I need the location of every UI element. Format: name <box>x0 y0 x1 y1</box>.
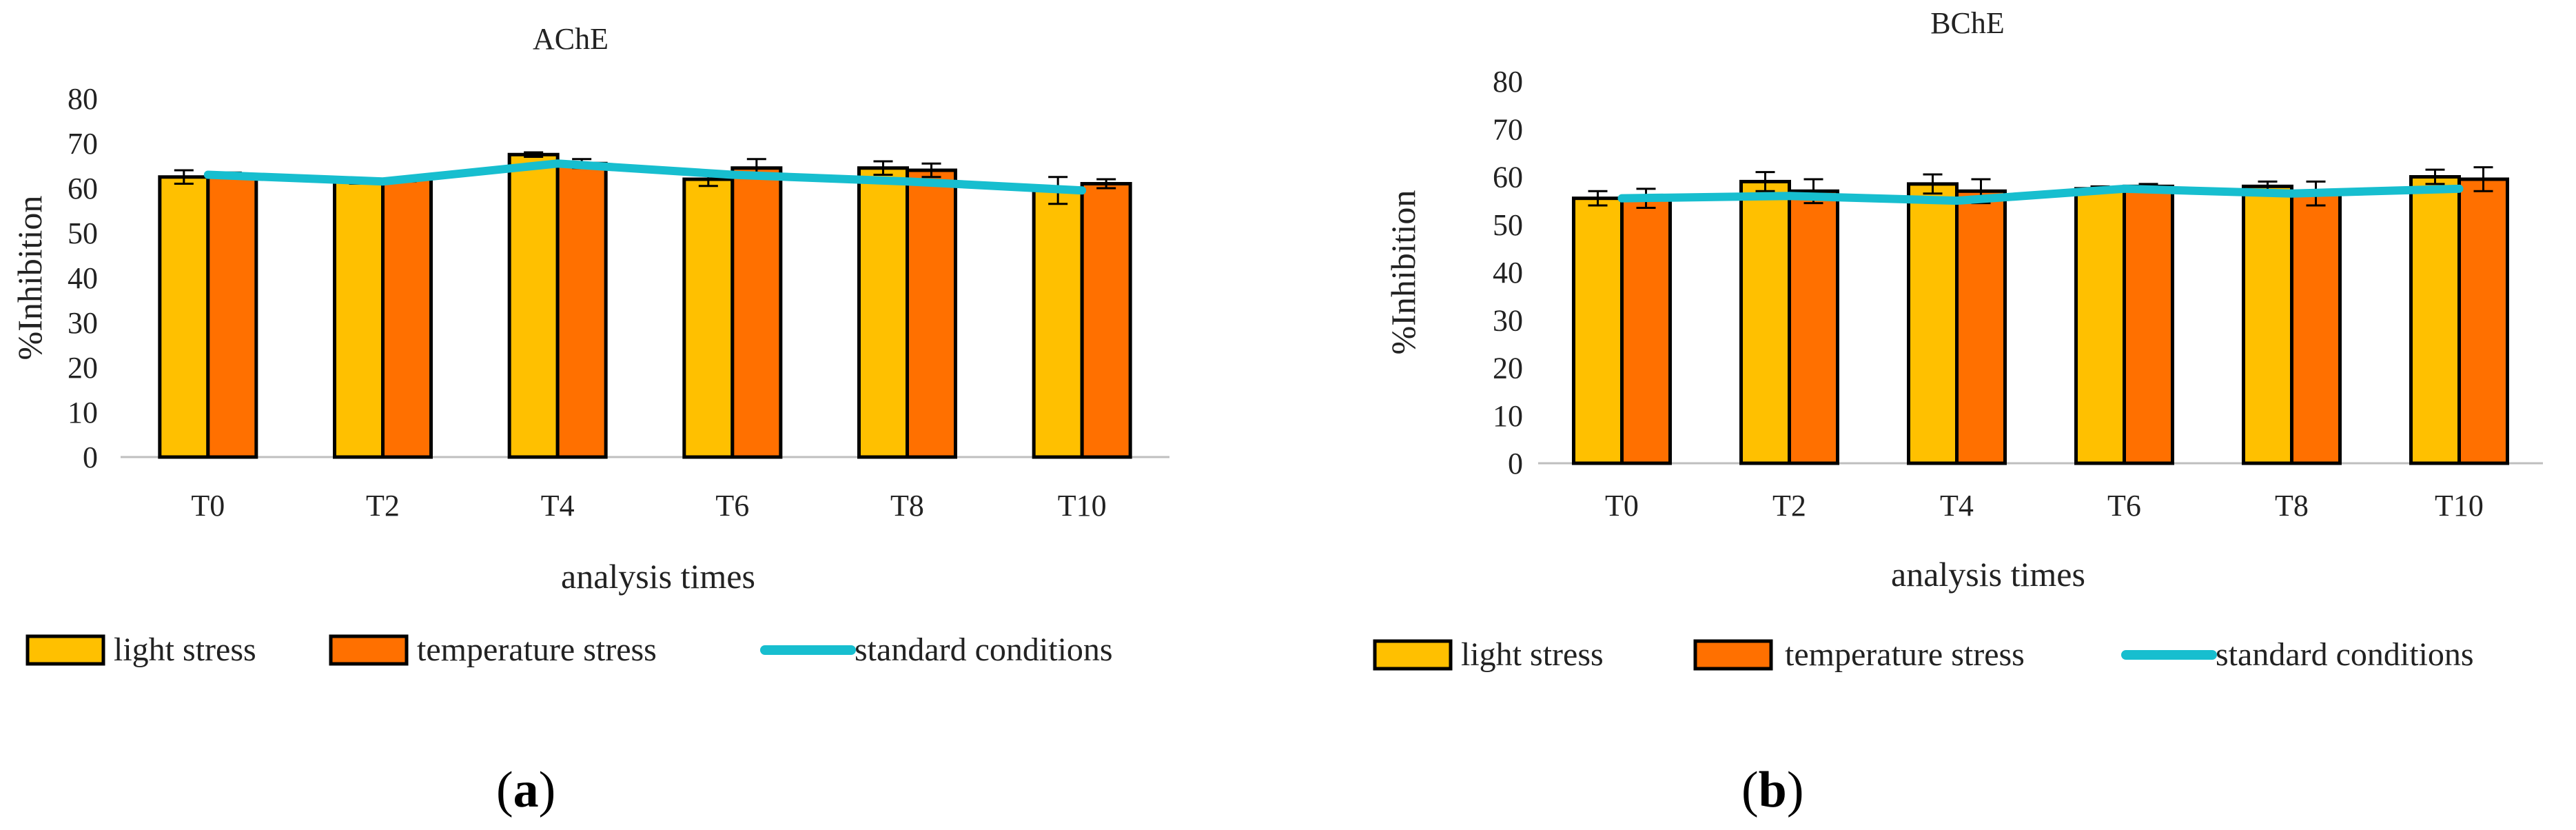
y-tick-label: 20 <box>68 351 98 385</box>
y-tick-label: 60 <box>1493 161 1523 194</box>
x-tick-label: T10 <box>1058 489 1107 523</box>
bar-light-stress-t10 <box>2409 175 2461 465</box>
y-tick-label: 40 <box>68 261 98 295</box>
chart-title: BChE <box>1930 6 2005 40</box>
bar-light-stress-t10 <box>1032 188 1084 459</box>
panel-label-close-paren: ) <box>539 762 556 818</box>
panel-label: (b) <box>1741 762 1803 818</box>
line-standard-conditions <box>1617 184 2464 205</box>
chart-ache: AChE 0 10 20 30 40 50 60 70 80 %Inhibition T0 T2 T4 T6… <box>10 22 1169 818</box>
panel-label-open-paren: ( <box>496 762 513 818</box>
x-tick-label: T2 <box>366 489 400 523</box>
legend-swatch-light-stress <box>1373 639 1453 671</box>
y-tick-label: 30 <box>1493 303 1523 337</box>
y-tick-label: 50 <box>1493 208 1523 242</box>
x-tick-label: T6 <box>2107 489 2141 523</box>
bar-temperature-stress-t8 <box>2290 192 2342 465</box>
bar-temperature-stress-t2 <box>381 177 433 459</box>
legend-swatch-temperature-stress <box>1693 639 1773 671</box>
legend: light stress temperature stress standard c… <box>1373 636 2474 673</box>
bar-light-stress-t8 <box>2242 184 2293 465</box>
legend-label-standard-conditions: standard conditions <box>2216 636 2474 673</box>
y-tick-label: 40 <box>1493 256 1523 290</box>
legend-label-light-stress: light stress <box>114 631 256 668</box>
x-tick-label: T2 <box>1772 489 1806 523</box>
x-tick-label: T4 <box>541 489 575 523</box>
line-standard-conditions <box>203 159 1087 195</box>
y-tick-label: 10 <box>68 396 98 429</box>
legend: light stress temperature stress standard c… <box>25 631 1113 668</box>
bar-temperature-stress-t0 <box>1620 196 1672 465</box>
y-tick-label: 10 <box>1493 399 1523 433</box>
panel-label-close-paren: ) <box>1787 762 1804 818</box>
legend-swatch-light-stress <box>25 634 105 666</box>
legend-swatch-temperature-stress <box>329 634 409 666</box>
bar-light-stress-t0 <box>158 175 210 459</box>
y-tick-label: 0 <box>83 441 98 474</box>
y-tick-label: 30 <box>68 306 98 340</box>
bar-light-stress-t4 <box>507 152 560 459</box>
bar-temperature-stress-t10 <box>1080 182 1132 459</box>
x-tick-label: T8 <box>890 489 924 523</box>
panel-label: (a) <box>496 762 555 818</box>
y-axis-label: %Inhibition <box>10 196 49 361</box>
bar-temperature-stress-t6 <box>2123 184 2174 465</box>
y-tick-label: 20 <box>1493 352 1523 385</box>
bar-temperature-stress-t10 <box>2457 177 2509 465</box>
bar-temperature-stress-t2 <box>1788 189 1839 465</box>
legend-label-temperature-stress: temperature stress <box>1785 636 2025 673</box>
y-tick-label: 60 <box>68 172 98 205</box>
x-tick-label: T6 <box>715 489 749 523</box>
bar-temperature-stress-t6 <box>730 166 783 459</box>
bar-temperature-stress-t4 <box>1955 189 2007 465</box>
panel-label-open-paren: ( <box>1741 762 1759 818</box>
x-tick-label: T4 <box>1940 489 1974 523</box>
bar-light-stress-t0 <box>1572 196 1624 465</box>
bar-temperature-stress-t0 <box>206 173 258 459</box>
panel-label-letter: a <box>513 762 539 818</box>
bar-light-stress-t6 <box>682 177 735 459</box>
bar-light-stress-t6 <box>2074 187 2126 465</box>
legend-label-temperature-stress: temperature stress <box>417 631 657 668</box>
bar-temperature-stress-t4 <box>555 161 608 459</box>
bar-light-stress-t8 <box>857 166 909 459</box>
y-tick-label: 80 <box>68 82 98 116</box>
x-tick-label: T0 <box>191 489 225 523</box>
y-tick-label: 70 <box>68 127 98 161</box>
bar-temperature-stress-t8 <box>906 168 957 459</box>
panel-label-letter: b <box>1759 762 1787 818</box>
x-axis-label: analysis times <box>1891 555 2085 594</box>
y-tick-label: 0 <box>1508 447 1523 480</box>
x-tick-label: T0 <box>1605 489 1639 523</box>
y-tick-label: 70 <box>1493 112 1523 146</box>
x-axis-label: analysis times <box>561 557 755 596</box>
legend-label-light-stress: light stress <box>1461 636 1604 673</box>
y-tick-label: 80 <box>1493 65 1523 99</box>
legend-label-standard-conditions: standard conditions <box>855 631 1113 668</box>
x-tick-label: T8 <box>2275 489 2309 523</box>
chart-bche: BChE 0 10 20 30 40 50 60 70 80 %Inhibition T0 T2 T4 T6… <box>1373 6 2543 818</box>
y-axis-label: %Inhibition <box>1384 190 1422 355</box>
y-tick-label: 50 <box>68 216 98 250</box>
bar-light-stress-t2 <box>333 179 385 459</box>
chart-title: AChE <box>533 22 609 56</box>
bar-light-stress-t2 <box>1739 179 1791 465</box>
bar-light-stress-t4 <box>1907 182 1959 465</box>
x-tick-label: T10 <box>2435 489 2484 523</box>
